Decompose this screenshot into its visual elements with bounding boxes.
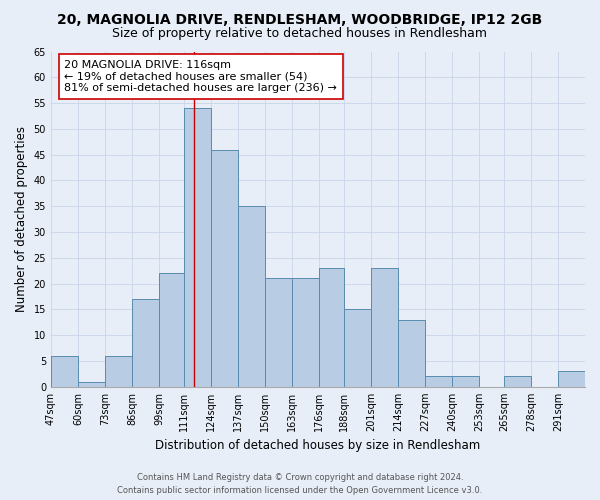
Bar — [292, 278, 319, 387]
X-axis label: Distribution of detached houses by size in Rendlesham: Distribution of detached houses by size … — [155, 440, 481, 452]
Bar — [51, 356, 78, 387]
Bar — [452, 376, 479, 387]
Bar — [344, 310, 371, 387]
Bar — [371, 268, 398, 387]
Bar — [211, 150, 238, 387]
Bar — [425, 376, 452, 387]
Bar — [184, 108, 211, 387]
Text: 20, MAGNOLIA DRIVE, RENDLESHAM, WOODBRIDGE, IP12 2GB: 20, MAGNOLIA DRIVE, RENDLESHAM, WOODBRID… — [58, 12, 542, 26]
Bar — [159, 274, 184, 387]
Y-axis label: Number of detached properties: Number of detached properties — [15, 126, 28, 312]
Bar — [105, 356, 132, 387]
Text: Size of property relative to detached houses in Rendlesham: Size of property relative to detached ho… — [113, 28, 487, 40]
Bar — [238, 206, 265, 387]
Bar — [398, 320, 425, 387]
Bar — [132, 299, 159, 387]
Bar — [504, 376, 531, 387]
Text: 20 MAGNOLIA DRIVE: 116sqm
← 19% of detached houses are smaller (54)
81% of semi-: 20 MAGNOLIA DRIVE: 116sqm ← 19% of detac… — [64, 60, 337, 93]
Text: Contains HM Land Registry data © Crown copyright and database right 2024.
Contai: Contains HM Land Registry data © Crown c… — [118, 473, 482, 495]
Bar — [265, 278, 292, 387]
Bar — [558, 372, 585, 387]
Bar — [78, 382, 105, 387]
Bar — [319, 268, 344, 387]
